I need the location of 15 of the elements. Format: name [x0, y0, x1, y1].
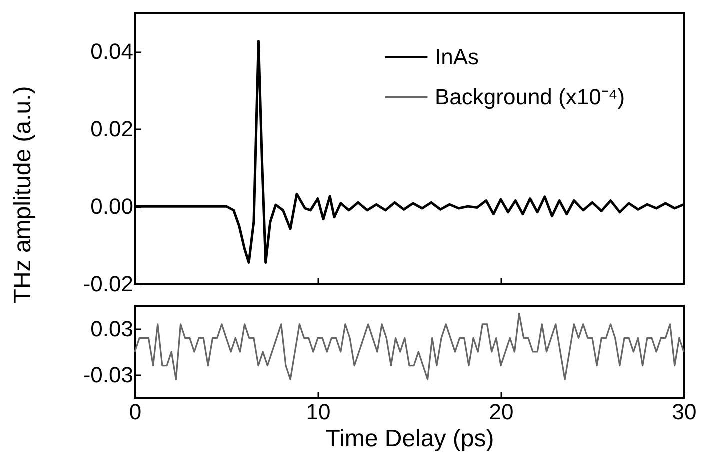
x-axis-title: Time Delay (ps)	[326, 426, 494, 452]
x-tick-label: 10	[306, 400, 331, 424]
y-tick-label: 0.02	[90, 116, 134, 142]
legend-label: Background (x10⁻⁴)	[435, 84, 626, 110]
y-tick-label: -0.02	[83, 272, 134, 296]
y-tick-label: 0.03	[90, 316, 134, 342]
y-tick-label: 0.00	[90, 194, 134, 220]
x-tick-label: 30	[672, 400, 697, 424]
y-axis-title: THz amplitude (a.u.)	[10, 86, 36, 304]
x-tick-label: 20	[489, 400, 514, 424]
line-series	[134, 312, 685, 380]
y-tick-label: 0.04	[90, 39, 134, 64]
y-tick-label: -0.03	[83, 362, 134, 388]
legend-label: InAs	[435, 44, 480, 70]
x-tick-label: 0	[129, 400, 142, 424]
